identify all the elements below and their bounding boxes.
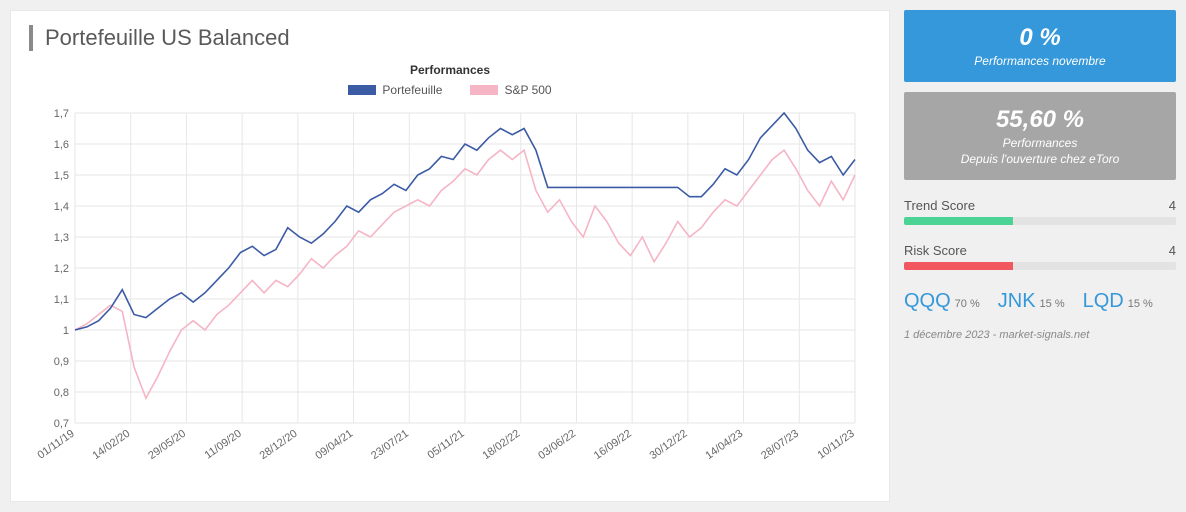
score-label: Risk Score — [904, 243, 967, 258]
svg-text:0,7: 0,7 — [54, 418, 69, 430]
svg-text:29/05/20: 29/05/20 — [146, 428, 188, 462]
legend-swatch — [348, 85, 376, 95]
svg-text:0,9: 0,9 — [54, 356, 69, 368]
svg-text:28/07/23: 28/07/23 — [759, 428, 801, 462]
score-bar-fill — [904, 217, 1013, 225]
svg-text:09/04/21: 09/04/21 — [313, 428, 355, 462]
title-bar: Portefeuille US Balanced — [29, 25, 871, 51]
chart-panel: Portefeuille US Balanced Performances Po… — [10, 10, 890, 502]
svg-text:1,1: 1,1 — [54, 294, 69, 306]
score-bar-track — [904, 217, 1176, 225]
svg-text:14/02/20: 14/02/20 — [90, 428, 132, 462]
svg-text:05/11/21: 05/11/21 — [425, 428, 466, 462]
card-month-perf: 0 % Performances novembre — [904, 10, 1176, 82]
holding-pct: 15 % — [1128, 298, 1153, 310]
page-title: Portefeuille US Balanced — [45, 25, 871, 51]
card-label: Depuis l'ouverture chez eToro — [912, 152, 1168, 166]
footnote: 1 décembre 2023 - market-signals.net — [904, 329, 1176, 341]
line-chart: 0,7 0,8 0,9 1 1,1 1,2 1,3 1,4 1,5 1,6 1,7 01/11/19 1… — [29, 103, 871, 483]
svg-text:01/11/19: 01/11/19 — [35, 428, 76, 462]
card-total-perf: 55,60 % Performances Depuis l'ouverture … — [904, 92, 1176, 180]
svg-text:11/09/20: 11/09/20 — [203, 428, 244, 462]
chart-legend: Portefeuille S&P 500 — [29, 83, 871, 97]
trend-score: Trend Score 4 — [904, 190, 1176, 225]
legend-label: S&P 500 — [504, 83, 551, 97]
card-label: Performances — [912, 136, 1168, 150]
svg-text:0,8: 0,8 — [54, 387, 69, 399]
svg-text:03/06/22: 03/06/22 — [536, 428, 578, 462]
legend-item-portefeuille: Portefeuille — [348, 83, 442, 97]
legend-label: Portefeuille — [382, 83, 442, 97]
holding-item: LQD 15 % — [1083, 290, 1153, 313]
svg-text:14/04/23: 14/04/23 — [703, 428, 745, 462]
score-value: 4 — [1169, 243, 1176, 258]
holdings-list: QQQ 70 % JNK 15 % LQD 15 % — [904, 286, 1176, 313]
svg-text:16/09/22: 16/09/22 — [592, 428, 634, 462]
card-label: Performances novembre — [912, 54, 1168, 68]
svg-text:1,7: 1,7 — [54, 108, 69, 120]
holding-pct: 15 % — [1040, 298, 1065, 310]
legend-item-sp500: S&P 500 — [470, 83, 551, 97]
score-bar-fill — [904, 262, 1013, 270]
chart-title: Performances — [29, 63, 871, 77]
svg-text:30/12/22: 30/12/22 — [648, 428, 690, 462]
svg-text:1: 1 — [63, 325, 69, 337]
card-value: 55,60 % — [912, 106, 1168, 134]
score-bar-track — [904, 262, 1176, 270]
svg-text:1,6: 1,6 — [54, 139, 69, 151]
card-value: 0 % — [912, 24, 1168, 52]
holding-pct: 70 % — [955, 298, 980, 310]
holding-ticker: JNK — [998, 290, 1036, 313]
svg-text:10/11/23: 10/11/23 — [815, 428, 856, 462]
holding-ticker: LQD — [1083, 290, 1124, 313]
svg-text:1,3: 1,3 — [54, 232, 69, 244]
score-value: 4 — [1169, 198, 1176, 213]
holding-item: JNK 15 % — [998, 290, 1065, 313]
svg-text:1,2: 1,2 — [54, 263, 69, 275]
holding-item: QQQ 70 % — [904, 290, 980, 313]
svg-text:1,5: 1,5 — [54, 170, 69, 182]
holding-ticker: QQQ — [904, 290, 951, 313]
chart-area: Performances Portefeuille S&P 500 0,7 0,8… — [29, 63, 871, 488]
score-label: Trend Score — [904, 198, 975, 213]
svg-text:23/07/21: 23/07/21 — [369, 428, 411, 462]
legend-swatch — [470, 85, 498, 95]
risk-score: Risk Score 4 — [904, 235, 1176, 270]
svg-text:28/12/20: 28/12/20 — [258, 428, 300, 462]
svg-text:18/02/22: 18/02/22 — [480, 428, 522, 462]
sidebar: 0 % Performances novembre 55,60 % Perfor… — [904, 10, 1176, 502]
svg-text:1,4: 1,4 — [54, 201, 69, 213]
